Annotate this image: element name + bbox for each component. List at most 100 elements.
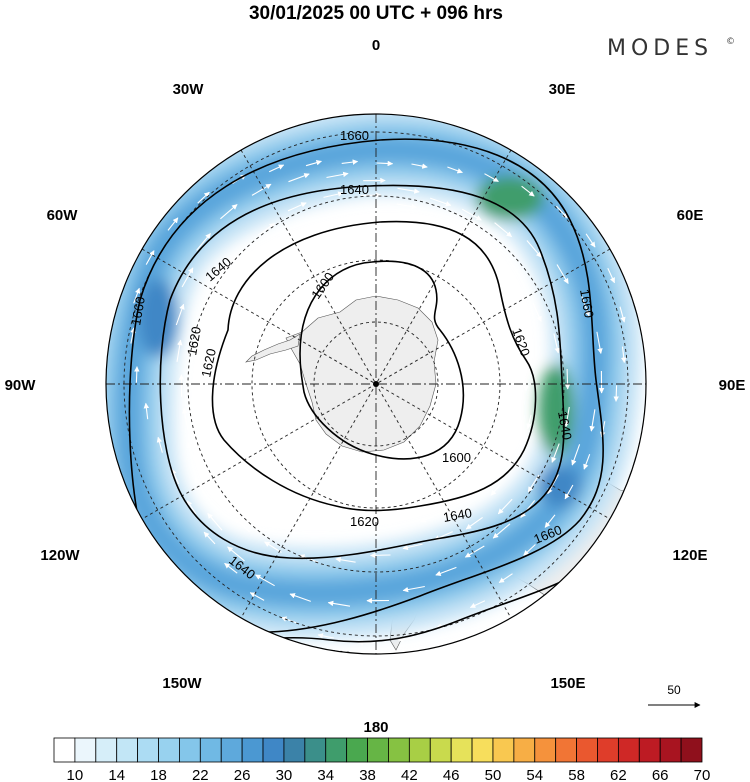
wind-vector-arrow xyxy=(258,223,276,236)
wind-vectors xyxy=(130,159,627,646)
wind-vector-arrow xyxy=(186,500,197,515)
contour-label-1640-a: 1640 xyxy=(340,182,369,197)
contour-1640 xyxy=(159,184,565,560)
wind-vector-arrow xyxy=(547,474,559,495)
wind-vector-arrow xyxy=(385,519,400,525)
colorbar-tick-label: 30 xyxy=(276,767,293,782)
wind-vector-arrow xyxy=(482,256,498,271)
contour-label-1600-b: 1600 xyxy=(442,450,471,465)
colorbar-swatch xyxy=(220,737,243,763)
colorbar-tick-label: 42 xyxy=(401,767,418,782)
wind-vector-arrow xyxy=(167,217,179,231)
wind-vector-arrow xyxy=(219,414,225,429)
wind-vector-arrow xyxy=(544,514,556,528)
colorbar-swatch xyxy=(597,737,619,763)
madagascar-land xyxy=(585,149,615,187)
wind-vector-arrow xyxy=(492,523,511,539)
wind-vector-arrow xyxy=(402,585,425,593)
wind-vector-arrow xyxy=(255,574,275,587)
wind-vector-arrow xyxy=(268,164,285,173)
lon-label-60e: 60E xyxy=(677,207,704,224)
wind-vector-arrow xyxy=(585,233,596,248)
wind-vector-arrow xyxy=(621,346,627,364)
wind-vector-arrow xyxy=(564,484,574,500)
wind-vector-arrow xyxy=(203,449,213,469)
colorbar-swatch xyxy=(576,737,598,763)
wind-vector-arrow xyxy=(203,531,216,545)
colorbar-tick-label: 54 xyxy=(526,767,543,782)
wind-vector-arrow xyxy=(175,303,185,326)
wind-vector-arrow xyxy=(498,573,513,584)
colorbar-swatch xyxy=(158,737,180,763)
wind-vector-arrow xyxy=(266,285,277,297)
wind-vector-arrow xyxy=(317,633,334,639)
wind-vector-arrow xyxy=(187,442,197,464)
wind-vector-arrow xyxy=(369,552,391,559)
contour-label-1660-e: 1660 xyxy=(322,646,352,664)
wind-vector-arrow xyxy=(181,267,194,288)
wind-vector-arrow xyxy=(282,505,296,515)
contour-label-1620-d: 1620 xyxy=(184,325,204,356)
wind-vector-arrow xyxy=(523,544,536,556)
colorbar-tick-label: 26 xyxy=(234,767,251,782)
wind-vector-arrow xyxy=(264,541,282,553)
map-boundary xyxy=(105,113,647,655)
lon-label-150w: 150W xyxy=(162,675,202,692)
wind-vector-arrow xyxy=(197,191,210,204)
wind-vector-arrow xyxy=(607,267,615,284)
colorbar-tick-label: 62 xyxy=(610,767,627,782)
contour-label-1640-d: 1640 xyxy=(442,505,473,525)
wind-vector-arrow xyxy=(507,277,521,295)
wind-vector-arrow xyxy=(357,640,374,646)
colorbar-tick-label: 58 xyxy=(568,767,585,782)
wind-vector-arrow xyxy=(234,517,250,533)
lon-label-120e: 120E xyxy=(672,547,707,564)
wind-vector-arrow xyxy=(397,636,415,643)
colorbar-tick-label: 50 xyxy=(485,767,502,782)
colorbar-tick-label: 38 xyxy=(359,767,376,782)
colorbar-swatch xyxy=(408,737,431,763)
wind-vector-arrow xyxy=(289,593,311,602)
colorbar-swatch xyxy=(74,737,97,763)
wind-vector-arrow xyxy=(619,306,626,323)
map-disk: 1600 1600 1620 1620 1620 1620 1640 1640 … xyxy=(106,114,646,664)
colorbar-swatch xyxy=(492,737,515,763)
colorbar-tick-label: 10 xyxy=(67,767,84,782)
wind-vector-arrow xyxy=(420,516,434,523)
wind-vector-arrow xyxy=(249,592,265,601)
wind-vector-arrow xyxy=(305,160,322,167)
wind-vector-arrow xyxy=(207,512,223,531)
wind-vector-arrow xyxy=(201,412,208,433)
wind-vector-arrow xyxy=(228,452,237,466)
wind-vector-arrow xyxy=(564,406,570,428)
colorbar-swatch xyxy=(429,737,452,763)
wind-vector-arrow xyxy=(227,546,245,562)
wind-vector-arrow xyxy=(551,443,560,463)
wind-vector-arrow xyxy=(176,339,183,362)
colorbar-ticks: 10 14 18 22 26 30 34 38 42 46 50 54 58 62 66 70 xyxy=(67,767,711,782)
wind-vector-arrow xyxy=(215,314,224,334)
wind-vector-arrow xyxy=(555,205,568,219)
wind-vector-arrow xyxy=(613,385,619,402)
colorbar-swatch xyxy=(471,737,494,763)
wind-vector-arrow xyxy=(130,327,136,344)
wind-vector-arrow xyxy=(323,191,344,198)
wind-vector-arrow xyxy=(527,474,540,493)
colorbar xyxy=(53,737,703,763)
wind-vector-arrow xyxy=(429,197,452,207)
wind-vector-arrow xyxy=(494,222,513,238)
wind-vector-arrow xyxy=(532,302,542,322)
lon-label-90w: 90W xyxy=(5,377,37,394)
wind-vector-arrow xyxy=(596,331,603,354)
wind-vector-arrow xyxy=(133,287,141,304)
wind-vector-arrow xyxy=(196,233,211,251)
wind-vector-arrow xyxy=(461,208,482,221)
wind-vector-arrow xyxy=(520,500,536,518)
brand-logo: MODES xyxy=(607,36,713,61)
contour-label-1660-a: 1660 xyxy=(340,128,369,143)
wind-vector-arrow xyxy=(556,264,569,284)
brand-copyright-mark: © xyxy=(726,37,735,47)
contour-1620 xyxy=(211,220,537,512)
wind-vector-arrow xyxy=(236,251,252,267)
colorbar-tick-label: 18 xyxy=(150,767,167,782)
